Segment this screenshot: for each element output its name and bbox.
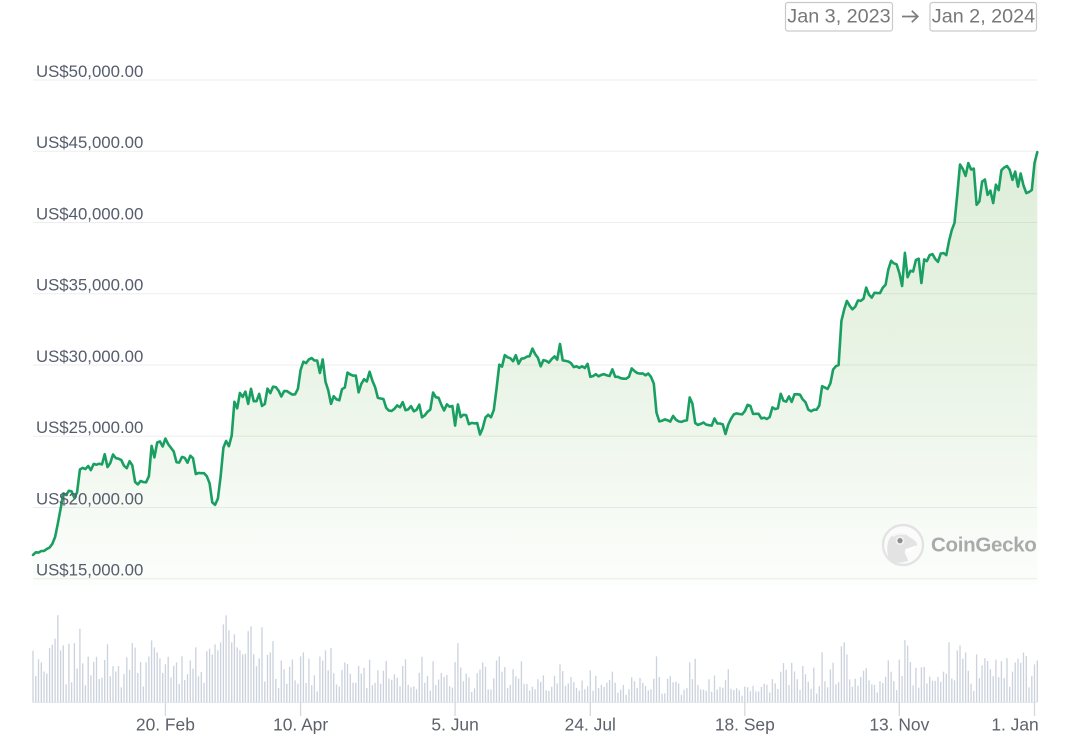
svg-text:US$15,000.00: US$15,000.00	[36, 561, 143, 580]
svg-text:18. Sep: 18. Sep	[715, 715, 775, 735]
svg-text:CoinGecko: CoinGecko	[931, 534, 1037, 557]
svg-text:13. Nov: 13. Nov	[869, 715, 929, 735]
svg-text:5. Jun: 5. Jun	[431, 715, 478, 735]
svg-text:US$20,000.00: US$20,000.00	[36, 489, 143, 508]
svg-text:US$40,000.00: US$40,000.00	[36, 204, 143, 223]
svg-text:US$45,000.00: US$45,000.00	[36, 133, 143, 152]
svg-text:Jan 2, 2024: Jan 2, 2024	[932, 6, 1035, 28]
svg-text:20. Feb: 20. Feb	[136, 715, 195, 735]
svg-text:10. Apr: 10. Apr	[273, 715, 328, 735]
svg-text:US$30,000.00: US$30,000.00	[36, 347, 143, 366]
svg-text:Jan 3, 2023: Jan 3, 2023	[787, 6, 890, 28]
svg-text:US$50,000.00: US$50,000.00	[36, 62, 143, 81]
svg-text:US$25,000.00: US$25,000.00	[36, 418, 143, 437]
svg-text:24. Jul: 24. Jul	[565, 715, 616, 735]
svg-text:1. Jan: 1. Jan	[991, 715, 1038, 735]
svg-text:US$35,000.00: US$35,000.00	[36, 276, 143, 295]
